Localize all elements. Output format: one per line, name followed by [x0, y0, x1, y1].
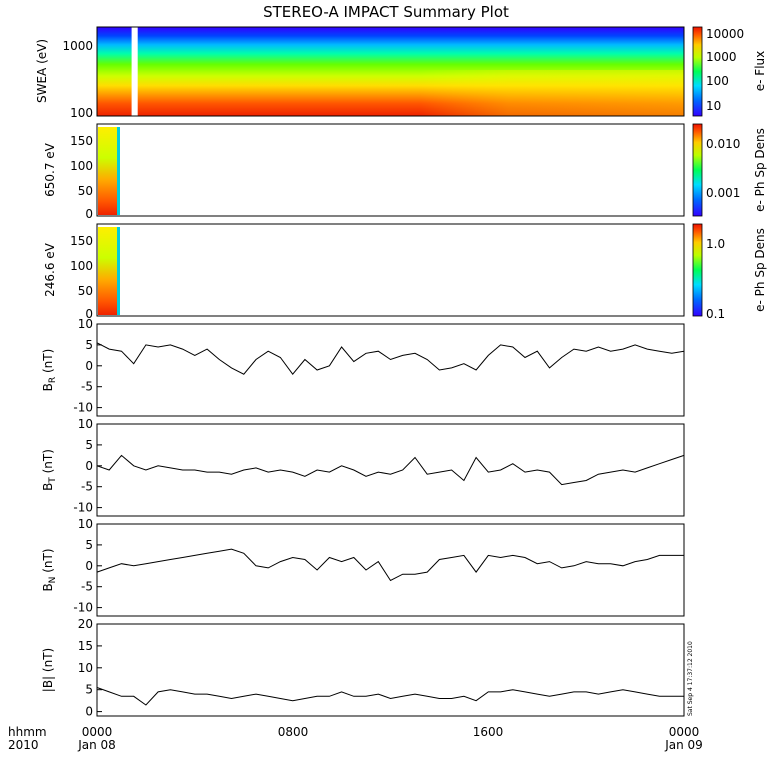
swea-ytick-100: 100	[70, 106, 93, 120]
bn-ytick--5: -5	[81, 580, 93, 594]
xtick-0800: 0800	[278, 725, 309, 739]
bt-frame	[96, 423, 685, 517]
pad-246-cbar-label: e- Ph Sp Dens	[753, 228, 767, 312]
bn-series-line	[96, 548, 684, 582]
pad-246-ylabel: 246.6 eV	[43, 242, 57, 297]
br-ytick-5: 5	[85, 338, 93, 352]
pad-246-data-block	[98, 227, 119, 315]
bmag-ytick-15: 15	[78, 639, 93, 653]
bn-ylabel: BN (nT)	[41, 548, 58, 591]
pad-650-ytick-50: 50	[78, 184, 93, 198]
bt-ytick-0: 0	[85, 459, 93, 473]
pad-246-edge-strip	[117, 227, 120, 315]
br-yticks: 10 5 0 -5 -10	[73, 317, 102, 415]
swea-cbar-tick-10: 10	[706, 99, 721, 113]
pad-650-ytick-150: 150	[70, 134, 93, 148]
bmag-yticks: 20 15 10 5 0	[78, 617, 102, 719]
bt-series-line	[96, 454, 685, 486]
xtick-0000-end: 0000	[669, 725, 700, 739]
pad-246-ytick-100: 100	[70, 259, 93, 273]
pad-650-edge-strip	[117, 127, 120, 215]
swea-frame	[96, 26, 685, 117]
br-panel: BR (nT) 10 5 0 -5 -10	[41, 317, 685, 417]
pad-650-colorbar	[692, 123, 703, 217]
br-ytick--5: -5	[81, 380, 93, 394]
bt-ylabel: BT (nT)	[41, 449, 58, 491]
xtick-1600: 1600	[473, 725, 504, 739]
swea-panel: SWEA (eV) 1000 100 10000 1000 100 10 e- …	[35, 26, 767, 120]
swea-ylabel: SWEA (eV)	[35, 39, 49, 103]
pad-650-cbar-label: e- Ph Sp Dens	[753, 128, 767, 212]
br-series-line	[96, 342, 685, 376]
bn-ytick-5: 5	[85, 538, 93, 552]
footer-year-label: 2010	[8, 738, 39, 752]
pad-246-ytick-150: 150	[70, 234, 93, 248]
bt-ytick-10: 10	[78, 417, 93, 431]
pad-246-panel: 246.6 eV 150 100 50 0 1.0 0.1 e- Ph Sp D…	[43, 223, 767, 321]
pad-650-frame	[96, 123, 685, 217]
swea-cbar-tick-1000: 1000	[706, 50, 737, 64]
br-ytick-10: 10	[78, 317, 93, 331]
pad-650-panel: 650.7 eV 150 100 50 0 0.010 0.001 e- Ph …	[43, 123, 767, 221]
swea-flux-drop-overlay	[97, 70, 684, 116]
bmag-series-line	[96, 687, 684, 706]
pad-246-cbar-tick-1.0: 1.0	[706, 237, 725, 251]
pad-650-cbar-tick-0.010: 0.010	[706, 137, 740, 151]
bt-ytick--5: -5	[81, 480, 93, 494]
bmag-panel: |B| (nT) 20 15 10 5 0 Sat Sep 4 17:37:12 201…	[41, 617, 694, 719]
pad-246-colorbar	[692, 223, 703, 317]
swea-cbar-label: e- Flux	[753, 51, 767, 91]
br-frame	[96, 323, 685, 417]
pad-650-ytick-100: 100	[70, 159, 93, 173]
bn-panel: BN (nT) 10 5 0 -5 -10	[41, 517, 685, 617]
pad-650-ylabel: 650.7 eV	[43, 142, 57, 197]
bn-yticks: 10 5 0 -5 -10	[73, 517, 102, 615]
bt-ytick--10: -10	[73, 501, 93, 515]
pad-650-ytick-0: 0	[85, 207, 93, 221]
bmag-ytick-5: 5	[85, 683, 93, 697]
bmag-ytick-20: 20	[78, 617, 93, 631]
br-ytick--10: -10	[73, 401, 93, 415]
pad-246-frame	[96, 223, 685, 317]
bn-ytick-0: 0	[85, 559, 93, 573]
pad-650-cbar-tick-0.001: 0.001	[706, 186, 740, 200]
pad-246-ytick-50: 50	[78, 284, 93, 298]
bt-panel: BT (nT) 10 5 0 -5 -10	[41, 417, 685, 517]
pad-246-ytick-0: 0	[85, 307, 93, 321]
bn-frame	[96, 523, 685, 617]
bmag-frame	[96, 623, 685, 717]
bn-ytick--10: -10	[73, 601, 93, 615]
br-ylabel: BR (nT)	[41, 349, 58, 392]
bmag-ytick-10: 10	[78, 661, 93, 675]
bn-ytick-10: 10	[78, 517, 93, 531]
bmag-ylabel: |B| (nT)	[41, 648, 55, 692]
pad-246-cbar-tick-0.1: 0.1	[706, 307, 725, 321]
br-ytick-0: 0	[85, 359, 93, 373]
xtick-0000-start: 0000	[82, 725, 113, 739]
swea-ytick-1000: 1000	[62, 39, 93, 53]
swea-colorbar	[692, 26, 703, 117]
footer-time-label: hhmm	[8, 725, 47, 739]
swea-data-gap	[131, 27, 138, 116]
swea-cbar-tick-10000: 10000	[706, 27, 744, 41]
pad-650-data-block	[98, 127, 119, 215]
footer-date-start: Jan 08	[77, 738, 116, 752]
plot-title: STEREO-A IMPACT Summary Plot	[263, 3, 509, 21]
x-axis-footer: hhmm 2010 0000 0800 1600 0000 Jan 08 Jan…	[8, 725, 703, 752]
footer-date-end: Jan 09	[664, 738, 703, 752]
timestamp-stamp: Sat Sep 4 17:37:12 2010	[687, 641, 694, 716]
bmag-ytick-0: 0	[85, 705, 93, 719]
bt-yticks: 10 5 0 -5 -10	[73, 417, 102, 515]
swea-cbar-tick-100: 100	[706, 74, 729, 88]
bt-ytick-5: 5	[85, 438, 93, 452]
